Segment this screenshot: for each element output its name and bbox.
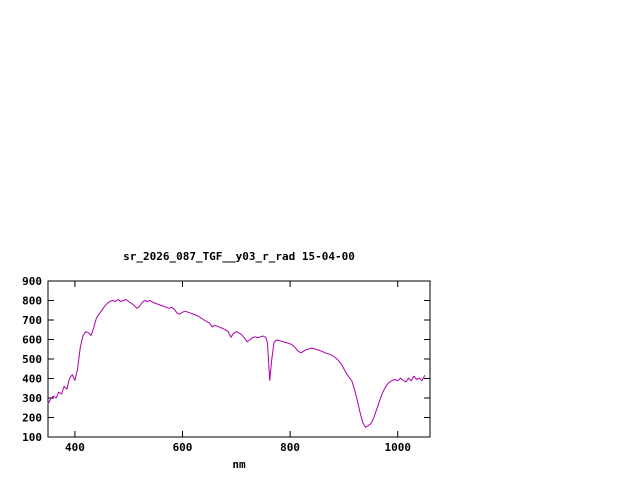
y-tick-label: 300	[22, 392, 42, 405]
x-axis-label: nm	[232, 458, 246, 471]
x-tick-label: 800	[280, 441, 300, 454]
y-tick-label: 100	[22, 431, 42, 444]
chart-title: sr_2026_087_TGF__y03_r_rad 15-04-00	[123, 250, 355, 263]
y-tick-label: 700	[22, 314, 42, 327]
x-tick-label: 1000	[384, 441, 411, 454]
y-tick-label: 200	[22, 412, 42, 425]
y-tick-label: 500	[22, 353, 42, 366]
plot-frame	[47, 280, 431, 438]
y-tick-label: 800	[22, 295, 42, 308]
y-tick-label: 400	[22, 373, 42, 386]
x-tick-label: 600	[173, 441, 193, 454]
x-tick-label: 400	[65, 441, 85, 454]
spectrum-line	[47, 299, 426, 428]
y-tick-label: 900	[22, 275, 42, 288]
y-tick-label: 600	[22, 334, 42, 347]
